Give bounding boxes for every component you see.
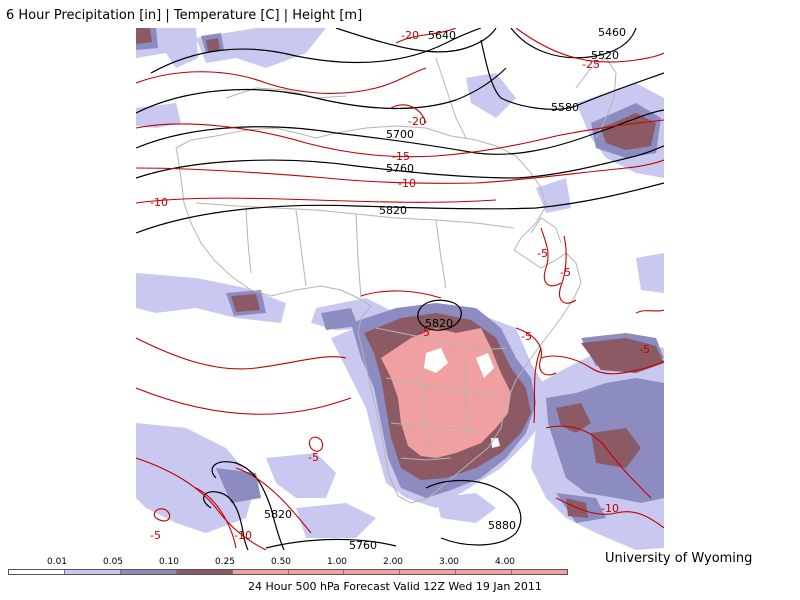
scale-tick-label: 0.10 (158, 557, 180, 567)
temp-label-minus5e: -5 (639, 343, 650, 356)
temp-label-minus5: -5 (537, 247, 548, 260)
forecast-map: 5460 5520 5580 5640 5700 5760 5820 5820 … (136, 28, 664, 550)
height-contours (136, 28, 664, 550)
temp-label-minus10c: -10 (234, 529, 252, 542)
scale-tick-label: 3.00 (438, 557, 460, 567)
scale-swatch (9, 570, 65, 574)
scale-swatch (176, 570, 233, 574)
scale-swatch (64, 570, 121, 574)
temp-label-minus20: -20 (401, 29, 419, 42)
temp-label-minus5g: -5 (150, 529, 161, 542)
height-label-5820c: 5820 (264, 508, 292, 521)
scale-tick-label: 0.05 (102, 557, 124, 567)
height-label-5580: 5580 (551, 101, 579, 114)
scale-tick-label: 0.50 (270, 557, 292, 567)
scale-swatch (512, 570, 568, 574)
scale-swatch (232, 570, 289, 574)
credit-label: University of Wyoming (605, 551, 753, 566)
temperature-contours (136, 28, 664, 550)
scale-swatch (120, 570, 177, 574)
scale-swatch (400, 570, 457, 574)
precip-color-scale (8, 569, 568, 575)
temp-label-minus10d: -10 (601, 502, 619, 515)
scale-swatch (344, 570, 401, 574)
height-label-5880: 5880 (488, 519, 516, 532)
scale-swatch (288, 570, 345, 574)
temp-label-minus10b: -10 (150, 196, 168, 209)
scale-tick-label: 2.00 (382, 557, 404, 567)
height-label-5760: 5760 (386, 162, 414, 175)
height-label-5460: 5460 (598, 28, 626, 39)
scale-swatch (456, 570, 513, 574)
precip-scale-labels: 0.01 0.05 0.10 0.25 0.50 1.00 2.00 3.00 … (0, 557, 800, 569)
temp-label-minus10: -10 (398, 177, 416, 190)
country-borders (175, 57, 617, 504)
height-label-5820b: 5820 (425, 317, 453, 330)
temp-label-minus20b: -20 (408, 115, 426, 128)
scale-tick-label: 0.01 (46, 557, 68, 567)
height-label-5640: 5640 (428, 29, 456, 42)
temp-label-minus5d: -5 (521, 330, 532, 343)
temp-label-minus5c: -5 (419, 326, 430, 339)
height-label-5820: 5820 (379, 204, 407, 217)
height-label-5700: 5700 (386, 128, 414, 141)
height-contour-labels: 5460 5520 5580 5640 5700 5760 5820 5820 … (264, 28, 626, 550)
temp-label-minus15: -15 (392, 150, 410, 163)
height-label-5760b: 5760 (349, 539, 377, 550)
temperature-contour-labels: -25 -20 -20 -15 -10 -10 -5 -5 -5 -5 -5 -… (150, 29, 650, 542)
height-label-5520: 5520 (591, 49, 619, 62)
temp-label-minus5f: -5 (308, 451, 319, 464)
scale-tick-label: 4.00 (494, 557, 516, 567)
forecast-valid-label: 24 Hour 500 hPa Forecast Valid 12Z Wed 1… (248, 580, 542, 593)
map-title: 6 Hour Precipitation [in] | Temperature … (6, 8, 363, 23)
scale-tick-label: 0.25 (214, 557, 236, 567)
temp-label-minus25: -25 (582, 58, 600, 71)
temp-label-minus5b: -5 (560, 266, 571, 279)
scale-tick-label: 1.00 (326, 557, 348, 567)
